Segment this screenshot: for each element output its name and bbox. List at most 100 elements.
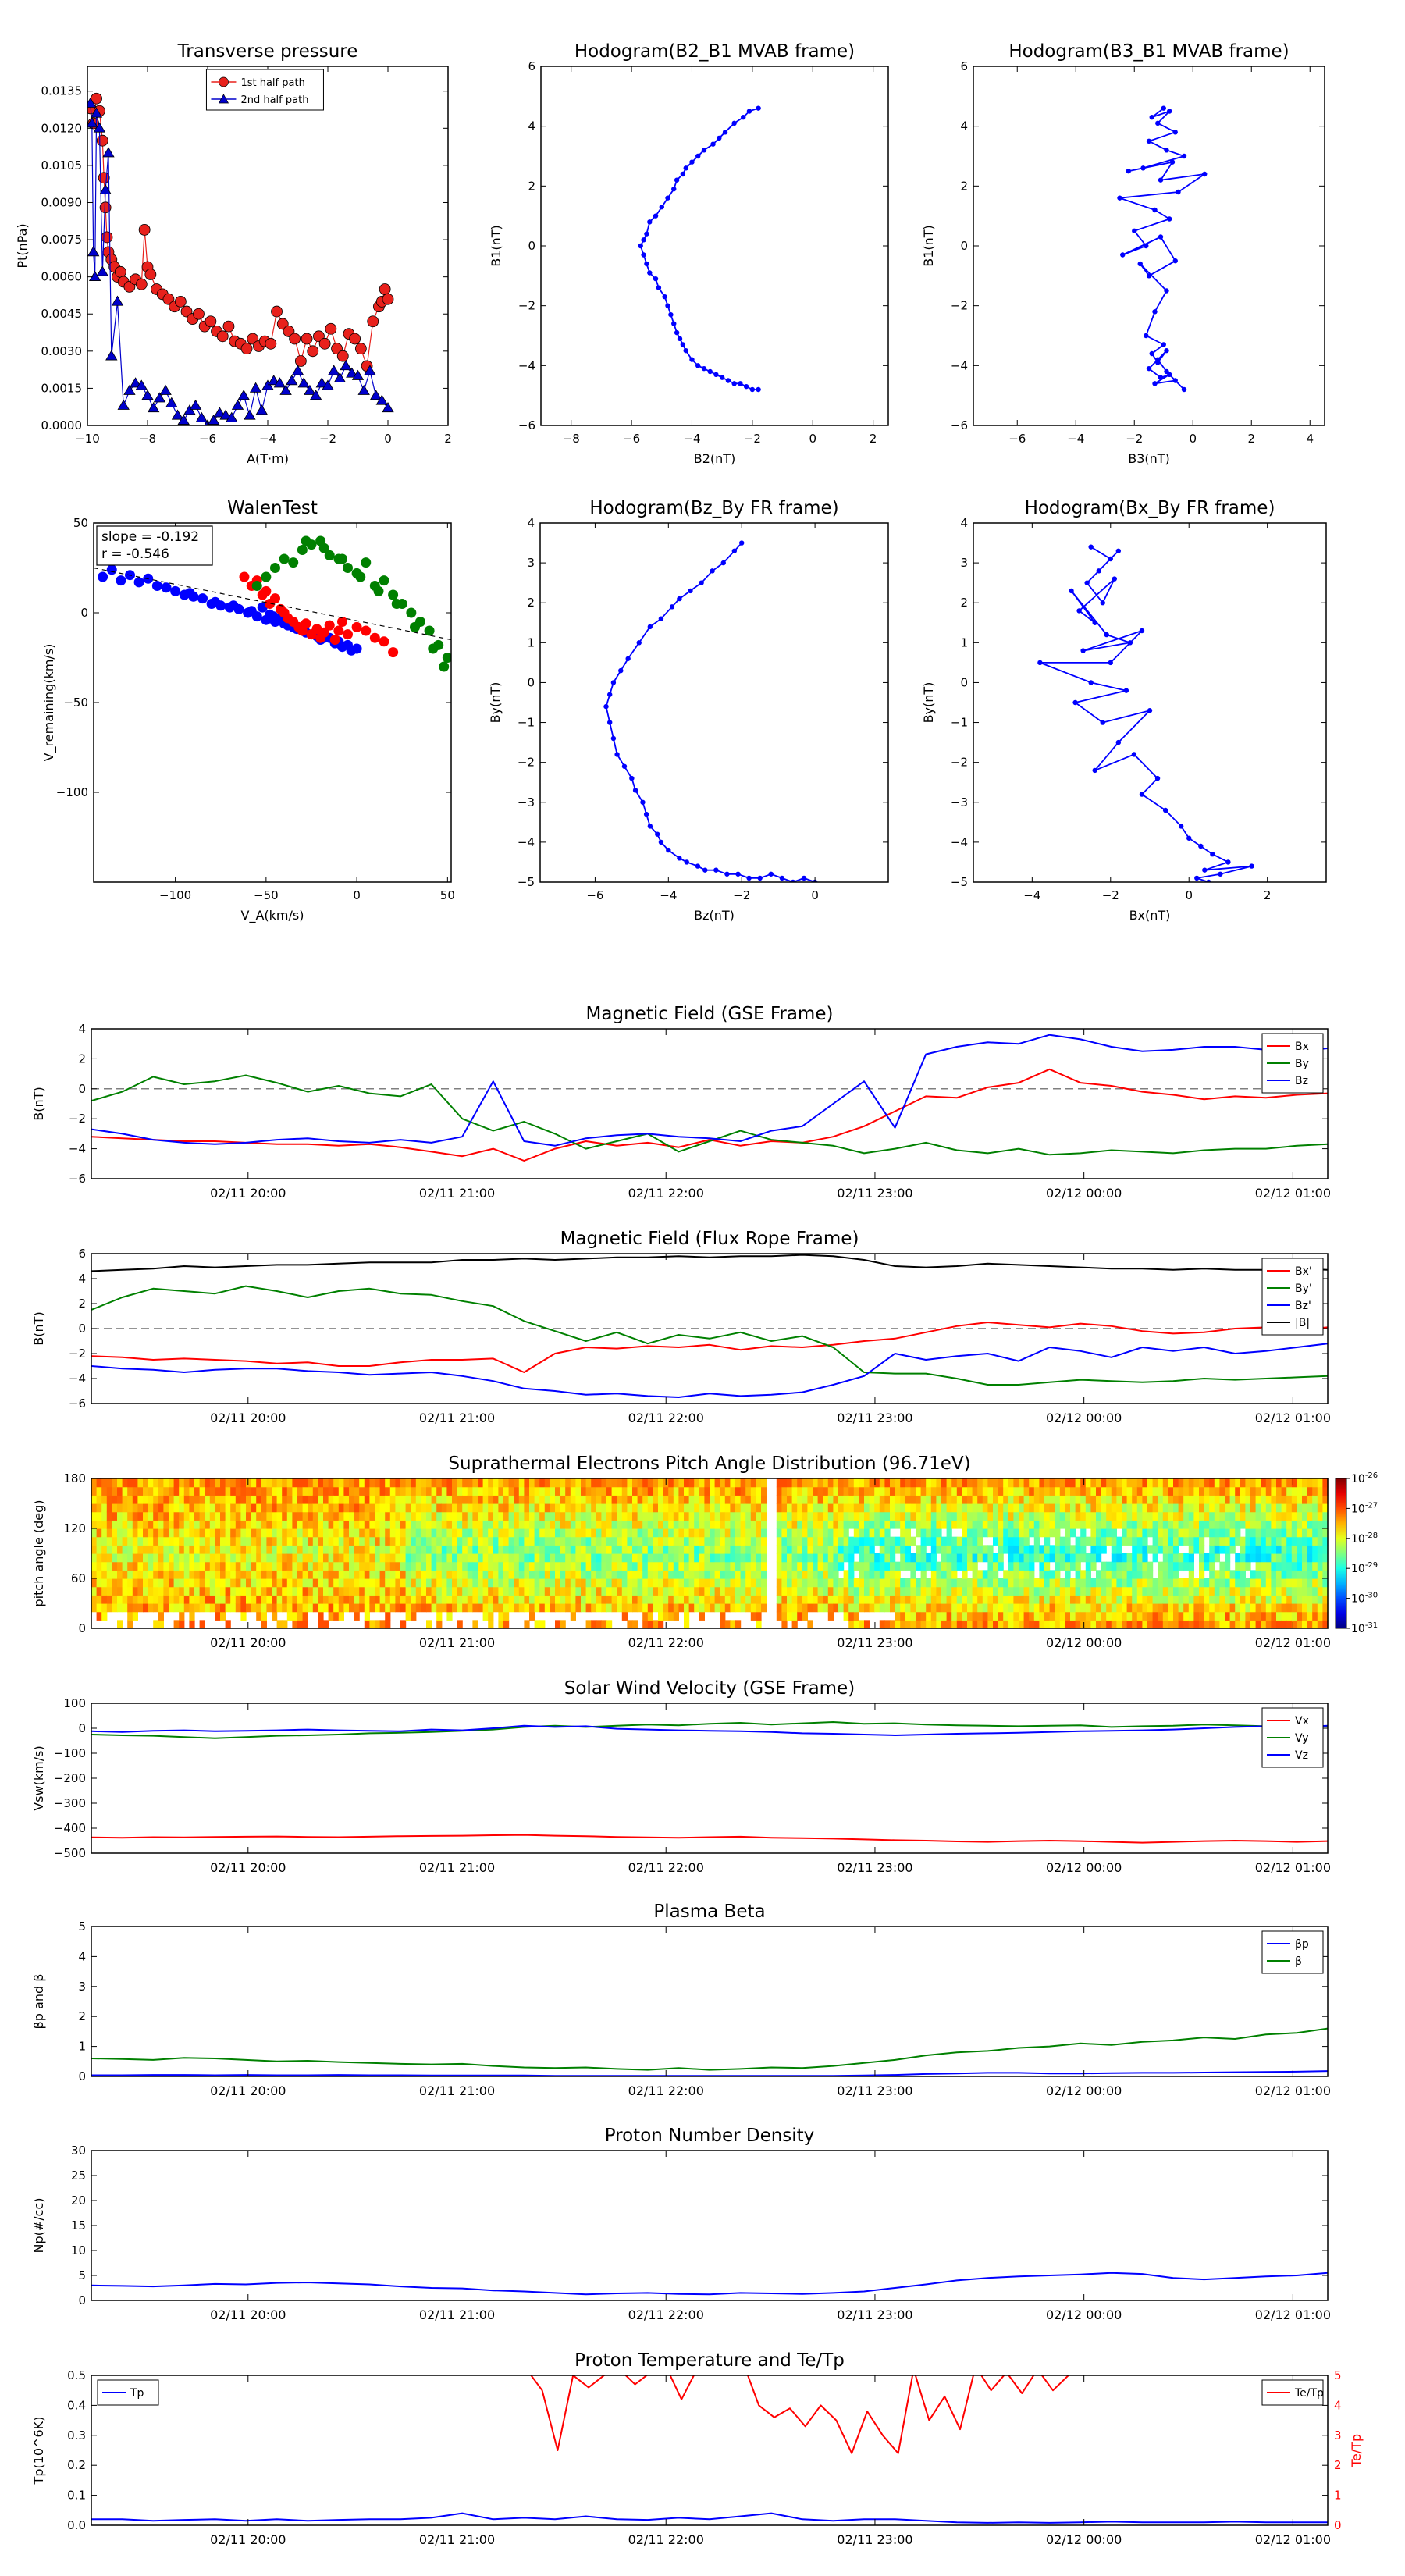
pitch-angle-distribution-cell [710,1603,716,1613]
pitch-angle-distribution-cell [1019,1561,1025,1571]
pitch-angle-distribution-cell [663,1570,669,1579]
pitch-angle-distribution-cell [220,1553,226,1563]
pitch-angle-distribution-cell [452,1536,458,1546]
pitch-angle-distribution-cell [385,1578,391,1588]
pitch-angle-distribution-cell [1204,1561,1210,1571]
proton-density-frame [91,2150,1329,2301]
pitch-angle-distribution-cell [297,1486,304,1496]
pitch-angle-distribution-cell [143,1503,149,1513]
magnetic-field-gse-ytick-label: −4 [69,1142,86,1156]
plasma-beta-series-1-line [91,2027,1328,2071]
hodogram-b3-b1-ytick-label: 4 [960,119,968,133]
pitch-angle-distribution-cell [286,1545,293,1554]
pitch-angle-distribution-cell [895,1620,901,1629]
pitch-angle-distribution-cell [1059,1620,1065,1629]
pitch-angle-distribution-cell [1075,1511,1081,1521]
pitch-angle-distribution-cell [606,1595,613,1604]
pitch-angle-distribution-cell [1276,1603,1282,1613]
pitch-angle-distribution-cell [694,1536,700,1546]
pitch-angle-distribution-cell [101,1553,108,1563]
pitch-angle-distribution-cell [668,1586,674,1596]
pitch-angle-distribution-cell [215,1553,221,1563]
pitch-angle-distribution-cell [1111,1486,1117,1496]
hodogram-bx-by-ytick-label: −3 [951,795,968,809]
pitch-angle-distribution-cell [642,1595,649,1604]
pitch-angle-distribution-cell [1271,1603,1277,1613]
pitch-angle-distribution-cell [266,1478,272,1488]
pitch-angle-distribution-cell [194,1520,201,1529]
walen-test-xtick-label: 50 [440,888,455,902]
pitch-angle-distribution-cell [807,1603,813,1613]
pitch-angle-distribution-cell [1235,1528,1241,1538]
pitch-angle-distribution-cell [972,1595,978,1604]
pitch-angle-distribution-cell [730,1478,736,1488]
pitch-angle-distribution-cell [1003,1536,1009,1546]
pitch-angle-distribution-cell [194,1595,201,1604]
pitch-angle-distribution-cell [956,1603,962,1613]
pitch-angle-distribution-cell [926,1611,932,1621]
pitch-angle-distribution-cell [864,1536,870,1546]
pitch-angle-distribution-cell [1245,1611,1251,1621]
pitch-angle-distribution-cell [498,1586,504,1596]
pitch-angle-distribution-cell [308,1595,314,1604]
pitch-angle-distribution-cell [647,1545,653,1554]
pitch-angle-distribution-cell [817,1478,823,1488]
pitch-angle-distribution-cell [148,1520,154,1529]
pitch-angle-distribution-cell [998,1578,1004,1588]
pitch-angle-distribution-cell [1080,1495,1087,1504]
walen-test-series-2-point [301,535,311,546]
pitch-angle-distribution-cell [446,1578,453,1588]
pitch-angle-distribution-cell [1147,1578,1154,1588]
pitch-angle-distribution-cell [209,1486,215,1496]
pitch-angle-distribution-cell [143,1578,149,1588]
pitch-angle-distribution-cell [859,1545,865,1554]
pitch-angle-distribution-cell [1199,1611,1205,1621]
pitch-angle-distribution-cell [209,1578,215,1588]
pitch-angle-distribution-cell [338,1536,344,1546]
transverse-pressure-series-1-point [375,394,388,405]
pitch-angle-distribution-cell [848,1511,855,1521]
pitch-angle-distribution-cell [570,1545,576,1554]
pitch-angle-distribution-cell [292,1570,298,1579]
pitch-angle-distribution-cell [400,1545,407,1554]
pitch-angle-distribution-cell [1075,1620,1081,1629]
pitch-angle-distribution-cell [900,1611,906,1621]
pitch-angle-distribution-cell [802,1495,808,1504]
pitch-angle-distribution-cell [1044,1503,1051,1513]
pitch-angle-distribution-cell [446,1536,453,1546]
pitch-angle-distribution-cell [467,1528,473,1538]
pitch-angle-distribution-cell [1065,1553,1071,1563]
pitch-angle-distribution-cell [354,1495,360,1504]
pitch-angle-distribution-cell [802,1586,808,1596]
pitch-angle-distribution-cell [122,1603,128,1613]
pitch-angle-distribution-cell [1122,1495,1128,1504]
pitch-angle-distribution-cell [400,1586,407,1596]
pitch-angle-distribution-cell [1235,1586,1241,1596]
pitch-angle-distribution-cell [276,1495,283,1504]
pitch-angle-distribution-cell [524,1570,530,1579]
pitch-angle-distribution-cell [292,1595,298,1604]
pitch-angle-distribution-cell [189,1620,195,1629]
pitch-angle-distribution-cell [1075,1478,1081,1488]
pitch-angle-distribution-cell [735,1520,742,1529]
pitch-angle-distribution-cell [905,1611,911,1621]
pitch-angle-distribution-cell [1214,1503,1220,1513]
pitch-angle-distribution-colorbar-label: 10-30 [1351,1592,1378,1606]
pitch-angle-distribution-cell [400,1511,407,1521]
pitch-angle-distribution-cell [750,1528,756,1538]
pitch-angle-distribution-cell [385,1486,391,1496]
pitch-angle-distribution-cell [1229,1603,1236,1613]
hodogram-b3-b1-series-0-point [1164,288,1169,294]
pitch-angle-distribution-cell [1116,1603,1122,1613]
pitch-angle-distribution-cell [848,1520,855,1529]
pitch-angle-distribution-cell [797,1595,803,1604]
pitch-angle-distribution-cell [740,1545,746,1554]
pitch-angle-distribution-cell [637,1528,643,1538]
pitch-angle-distribution-cell [962,1520,968,1529]
pitch-angle-distribution-cell [802,1561,808,1571]
pitch-angle-distribution-cell [1255,1478,1261,1488]
pitch-angle-distribution-cell [446,1586,453,1596]
pitch-angle-distribution-cell [611,1486,617,1496]
pitch-angle-distribution-cell [209,1511,215,1521]
pitch-angle-distribution-cell [813,1553,819,1563]
